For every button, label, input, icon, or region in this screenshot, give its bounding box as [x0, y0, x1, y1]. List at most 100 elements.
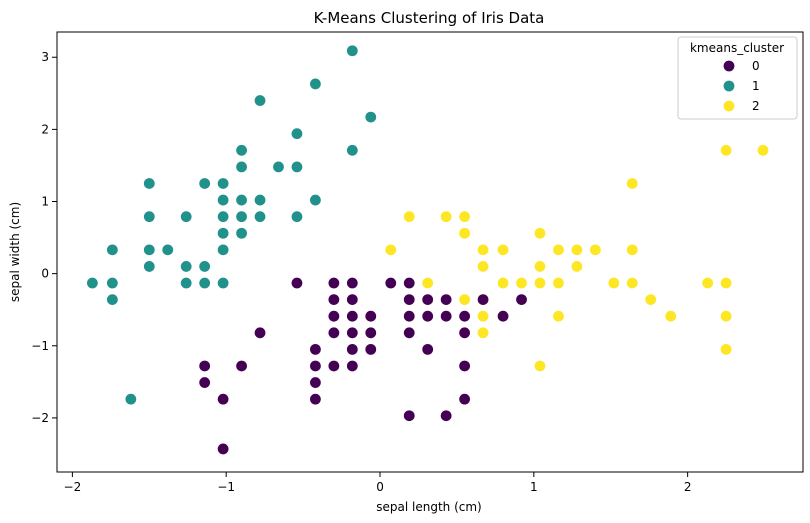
data-point-cluster-2	[626, 243, 639, 257]
data-point-cluster-0	[346, 326, 359, 339]
data-point-cluster-0	[421, 293, 434, 306]
data-point-cluster-2	[719, 343, 733, 356]
data-point-cluster-1	[106, 243, 119, 257]
data-point-cluster-1	[290, 160, 304, 174]
data-point-cluster-2	[533, 276, 547, 290]
data-point-cluster-0	[327, 276, 341, 290]
data-point-cluster-2	[552, 310, 565, 323]
data-point-cluster-0	[309, 359, 322, 373]
data-point-cluster-0	[421, 310, 434, 323]
data-point-cluster-1	[124, 392, 138, 406]
data-point-cluster-2	[421, 276, 434, 290]
data-point-cluster-0	[327, 293, 341, 306]
data-point-cluster-1	[272, 160, 285, 174]
y-axis-label: sepal width (cm)	[8, 202, 22, 302]
legend-label-0: 0	[752, 59, 760, 73]
legend-marker-2	[722, 99, 736, 113]
data-point-cluster-0	[198, 376, 211, 389]
x-axis-label: sepal length (cm)	[376, 500, 481, 514]
data-point-cluster-1	[198, 276, 211, 290]
plot-frame	[56, 31, 804, 473]
data-point-cluster-2	[533, 260, 547, 273]
data-point-cluster-1	[346, 144, 359, 157]
data-point-cluster-2	[403, 210, 416, 223]
data-point-cluster-1	[106, 293, 119, 306]
data-point-cluster-0	[216, 442, 230, 456]
data-point-cluster-2	[644, 293, 657, 306]
data-point-cluster-1	[253, 210, 267, 223]
data-point-cluster-0	[364, 343, 377, 356]
data-point-cluster-0	[346, 310, 359, 323]
data-point-cluster-1	[216, 193, 230, 207]
data-point-cluster-0	[346, 343, 359, 356]
data-point-cluster-1	[179, 276, 193, 290]
data-point-cluster-0	[384, 276, 397, 290]
x-tick-label: −2	[64, 480, 82, 494]
data-point-cluster-0	[327, 310, 341, 323]
legend-marker-0	[722, 59, 736, 73]
data-point-cluster-1	[179, 260, 193, 273]
data-point-cluster-0	[327, 359, 341, 373]
data-point-cluster-0	[198, 359, 211, 373]
data-point-cluster-0	[346, 276, 359, 290]
data-point-cluster-1	[235, 227, 248, 240]
data-point-cluster-2	[533, 227, 547, 240]
y-tick-label: 2	[41, 122, 49, 136]
legend-marker-1	[722, 79, 736, 93]
data-point-cluster-2	[476, 310, 490, 323]
data-point-cluster-1	[106, 276, 119, 290]
y-tick-label: 3	[41, 50, 49, 64]
data-point-cluster-0	[290, 276, 304, 290]
y-tick-label: 1	[41, 195, 49, 209]
data-point-cluster-0	[346, 293, 359, 306]
data-point-cluster-1	[216, 243, 230, 257]
data-point-cluster-2	[458, 210, 471, 223]
data-point-cluster-1	[143, 177, 156, 190]
data-point-cluster-2	[756, 144, 770, 157]
legend-box	[677, 36, 798, 120]
data-point-cluster-1	[86, 276, 99, 290]
data-point-cluster-1	[253, 94, 267, 107]
data-point-cluster-2	[496, 276, 510, 290]
data-point-cluster-0	[253, 326, 267, 339]
data-point-cluster-1	[143, 243, 156, 257]
data-point-cluster-0	[458, 392, 471, 406]
data-point-cluster-2	[664, 310, 677, 323]
data-point-cluster-2	[439, 210, 453, 223]
data-point-cluster-0	[216, 392, 230, 406]
data-point-cluster-2	[458, 227, 471, 240]
data-point-cluster-1	[179, 210, 193, 223]
data-point-cluster-2	[607, 276, 621, 290]
data-point-cluster-2	[552, 276, 565, 290]
data-point-cluster-1	[143, 210, 156, 223]
data-point-cluster-2	[552, 243, 565, 257]
data-point-cluster-0	[458, 326, 471, 339]
data-point-cluster-1	[198, 260, 211, 273]
data-point-cluster-0	[439, 409, 453, 422]
data-point-cluster-2	[719, 310, 733, 323]
data-point-cluster-2	[570, 260, 584, 273]
data-point-cluster-0	[458, 310, 471, 323]
data-point-cluster-0	[421, 343, 434, 356]
data-point-cluster-0	[327, 326, 341, 339]
data-point-cluster-2	[476, 326, 490, 339]
x-tick-label: 0	[376, 480, 384, 494]
points-layer	[86, 44, 770, 456]
data-point-cluster-0	[403, 293, 416, 306]
x-axis-ticks: −2 −1 0 1 2	[64, 472, 691, 494]
data-point-cluster-1	[216, 177, 230, 190]
data-point-cluster-1	[235, 193, 248, 207]
data-point-cluster-0	[364, 326, 377, 339]
data-point-cluster-1	[253, 193, 267, 207]
data-point-cluster-1	[216, 276, 230, 290]
data-point-cluster-2	[719, 144, 733, 157]
data-point-cluster-0	[346, 359, 359, 373]
y-tick-label: 0	[41, 267, 49, 281]
legend-items: 0 1 2	[722, 59, 760, 113]
data-point-cluster-1	[290, 210, 304, 223]
data-point-cluster-1	[235, 160, 248, 174]
data-point-cluster-1	[235, 210, 248, 223]
data-point-cluster-0	[476, 293, 490, 306]
data-point-cluster-1	[161, 243, 174, 257]
data-point-cluster-0	[439, 310, 453, 323]
